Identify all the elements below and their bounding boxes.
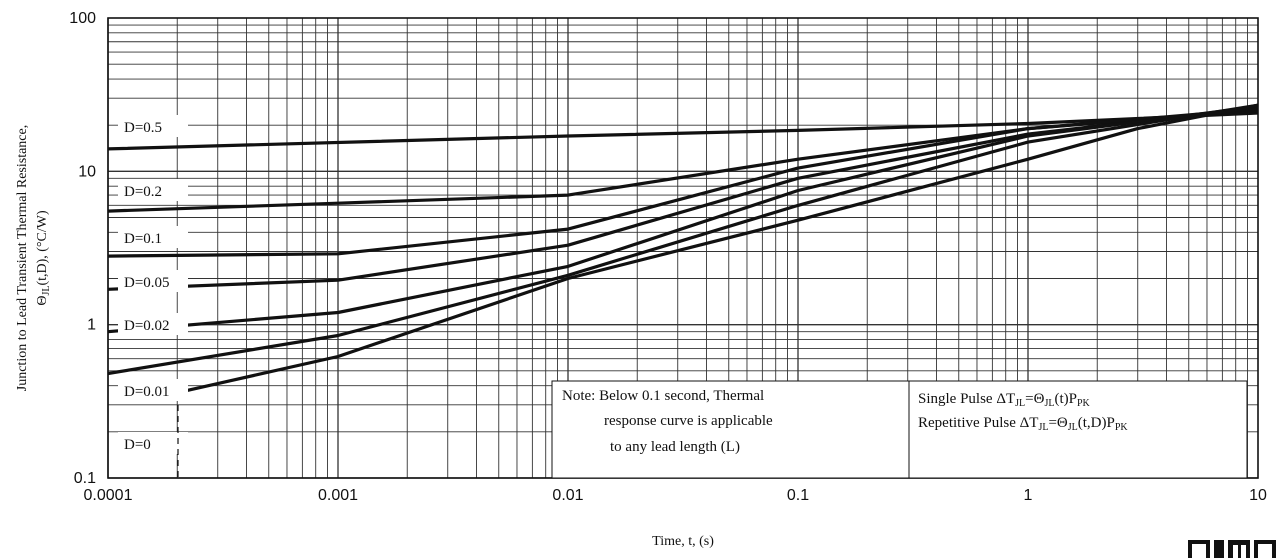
y-tick-label: 100 [69, 10, 96, 27]
curve-label: D=0.1 [124, 231, 162, 247]
y-axis-title-line1: Junction to Lead Transient Thermal Resis… [15, 125, 30, 391]
curve-label-bg [118, 226, 188, 248]
curve-label-bg [118, 379, 188, 401]
pulse-formula-repetitive: Repetitive Pulse ΔTJL=ΘJL(t,D)PPK [918, 415, 1128, 433]
x-tick-labels: 0.0001 0.001 0.01 0.1 1 10 [84, 487, 1267, 504]
y-axis-title-line2: ΘJL(t,D), (°C/W) [35, 210, 52, 306]
x-tick-label: 1 [1024, 487, 1033, 504]
x-tick-label: 0.1 [787, 487, 809, 504]
curve-d-0-5 [107, 111, 1259, 151]
x-tick-label: 0.0001 [84, 487, 133, 504]
note-line-1: Note: Below 0.1 second, Thermal [562, 388, 764, 404]
y-tick-label: 1 [87, 317, 96, 334]
curve-label: D=0.02 [124, 318, 170, 334]
y-tick-label: 0.1 [74, 470, 96, 487]
curve-d-0 [176, 103, 1259, 395]
x-tick-label: 10 [1249, 487, 1267, 504]
curve-d-0-1 [107, 107, 1259, 258]
curve-label: D=0.5 [124, 120, 162, 136]
note-box: Note: Below 0.1 second, Thermal response… [551, 380, 1248, 479]
curve-label: D=0.2 [124, 184, 162, 200]
x-axis-title: Time, t, (s) [652, 534, 714, 549]
x-tick-label: 0.01 [552, 487, 583, 504]
curve-d-0-02 [107, 104, 1259, 334]
y-tick-labels: 0.1 1 10 100 [69, 10, 96, 487]
curve-label: D=0 [124, 437, 151, 453]
curve-d-0-01 [107, 103, 1259, 376]
curve-label: D=0.01 [124, 384, 170, 400]
note-box-frame [551, 380, 1248, 479]
curve-labels: D=0.5 D=0.2 D=0.1 D=0.05 D=0.02 D=0.01 D=0 [118, 115, 188, 478]
x-tick-label: 0.001 [318, 487, 358, 504]
curves [107, 103, 1259, 395]
corner-logo-icon [1188, 540, 1276, 558]
curve-label-bg [118, 115, 188, 137]
y-tick-label: 10 [78, 163, 96, 180]
curve-label-bg [118, 270, 188, 292]
curve-label-bg [118, 432, 188, 454]
note-line-3: to any lead length (L) [610, 439, 740, 455]
curve-label: D=0.05 [124, 275, 170, 291]
curve-label-bg [118, 179, 188, 201]
note-line-2: response curve is applicable [604, 413, 773, 429]
curve-label-bg [118, 313, 188, 335]
pulse-formula-single: Single Pulse ΔTJL=ΘJL(t)PPK [918, 391, 1091, 409]
y-axis-title: Junction to Lead Transient Thermal Resis… [15, 125, 52, 391]
